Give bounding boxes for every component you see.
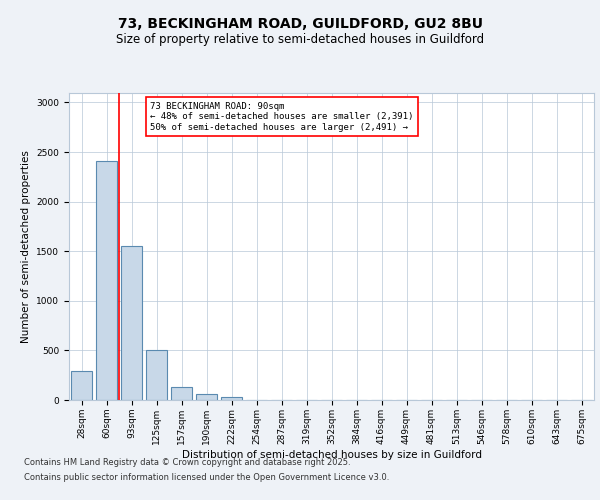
Text: Size of property relative to semi-detached houses in Guildford: Size of property relative to semi-detach… bbox=[116, 32, 484, 46]
Bar bbox=[221, 397, 242, 400]
Bar bbox=[146, 350, 167, 400]
Bar bbox=[196, 394, 217, 400]
Bar bbox=[96, 161, 117, 400]
Y-axis label: Number of semi-detached properties: Number of semi-detached properties bbox=[21, 150, 31, 342]
Bar bbox=[171, 387, 192, 400]
Bar bbox=[121, 246, 142, 400]
Bar bbox=[71, 370, 92, 400]
X-axis label: Distribution of semi-detached houses by size in Guildford: Distribution of semi-detached houses by … bbox=[182, 450, 482, 460]
Text: Contains public sector information licensed under the Open Government Licence v3: Contains public sector information licen… bbox=[24, 473, 389, 482]
Text: 73, BECKINGHAM ROAD, GUILDFORD, GU2 8BU: 73, BECKINGHAM ROAD, GUILDFORD, GU2 8BU bbox=[118, 18, 482, 32]
Text: Contains HM Land Registry data © Crown copyright and database right 2025.: Contains HM Land Registry data © Crown c… bbox=[24, 458, 350, 467]
Text: 73 BECKINGHAM ROAD: 90sqm
← 48% of semi-detached houses are smaller (2,391)
50% : 73 BECKINGHAM ROAD: 90sqm ← 48% of semi-… bbox=[151, 102, 414, 132]
